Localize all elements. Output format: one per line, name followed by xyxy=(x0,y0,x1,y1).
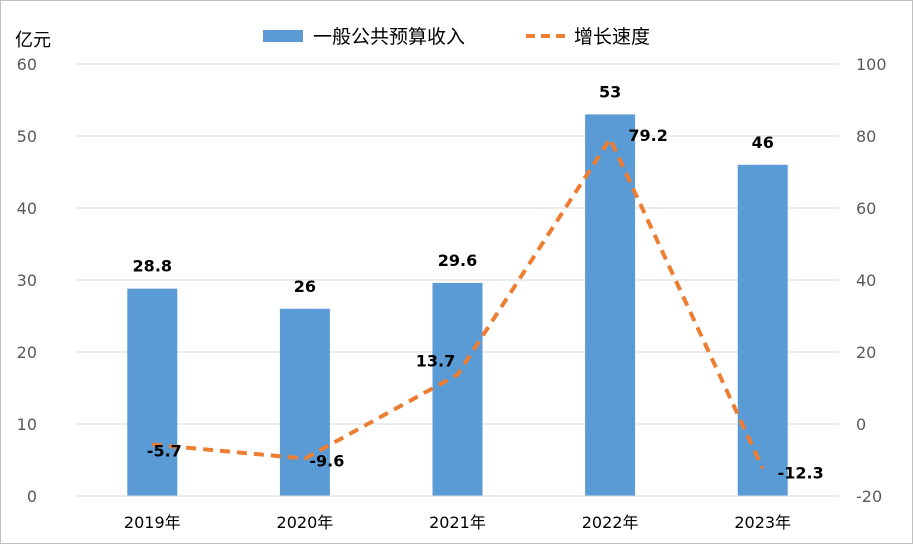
bar xyxy=(738,165,788,496)
bar xyxy=(433,283,483,496)
x-tick-label: 2019年 xyxy=(124,513,181,532)
y-left-tick-label: 20 xyxy=(17,343,37,362)
bar-value-label: 53 xyxy=(599,82,621,101)
line-value-label: -12.3 xyxy=(778,463,824,482)
y-right-tick-label: 40 xyxy=(856,271,876,290)
y-right-tick-label: 80 xyxy=(856,127,876,146)
y-left-tick-label: 40 xyxy=(17,199,37,218)
bar-value-label: 26 xyxy=(294,277,316,296)
bar-value-label: 46 xyxy=(752,133,774,152)
y-right-tick-label: 0 xyxy=(856,415,866,434)
y-left-tick-label: 60 xyxy=(17,55,37,74)
y-left-tick-label: 50 xyxy=(17,127,37,146)
bar-value-label: 29.6 xyxy=(438,251,477,270)
bar xyxy=(127,289,177,496)
legend-bar-label: 一般公共预算收入 xyxy=(313,26,465,48)
y-right-tick-label: -20 xyxy=(856,487,882,506)
legend: 一般公共预算收入 增长速度 xyxy=(263,26,650,48)
y-right-tick-label: 20 xyxy=(856,343,876,362)
bar-value-label: 28.8 xyxy=(133,257,172,276)
line-value-label: 13.7 xyxy=(416,352,455,371)
bar xyxy=(585,114,635,496)
line-value-label: -9.6 xyxy=(309,452,344,471)
y-left-tick-label: 10 xyxy=(17,415,37,434)
legend-line-label: 增长速度 xyxy=(574,26,650,48)
x-tick-label: 2023年 xyxy=(734,513,791,532)
y-left-tick-label: 0 xyxy=(27,487,37,506)
line-value-label: -5.7 xyxy=(147,442,182,461)
legend-bar-swatch xyxy=(263,30,303,42)
y-right-tick-label: 60 xyxy=(856,199,876,218)
bar-series xyxy=(127,114,787,496)
y-left-unit-label: 亿元 xyxy=(15,30,51,51)
y-left-tick-label: 30 xyxy=(17,271,37,290)
y-right-tick-label: 100 xyxy=(856,55,887,74)
x-tick-label: 2020年 xyxy=(277,513,334,532)
x-tick-label: 2022年 xyxy=(582,513,639,532)
x-tick-label: 2021年 xyxy=(429,513,486,532)
line-value-label: 79.2 xyxy=(628,126,667,145)
